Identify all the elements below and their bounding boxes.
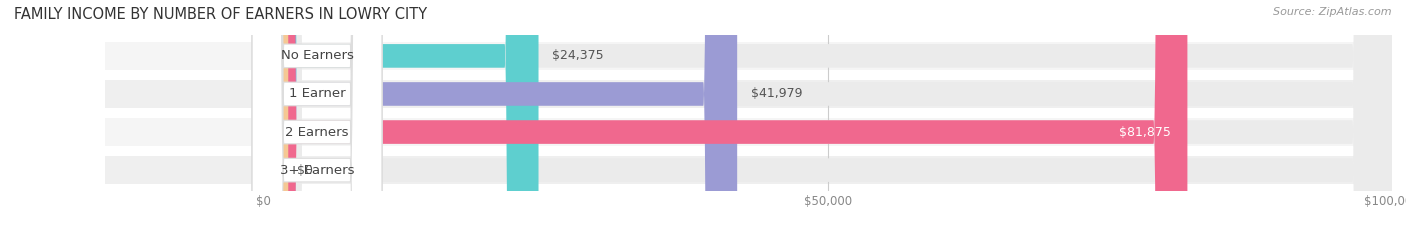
FancyBboxPatch shape [105, 156, 1392, 184]
FancyBboxPatch shape [263, 0, 1392, 233]
Text: 2 Earners: 2 Earners [285, 126, 349, 139]
FancyBboxPatch shape [105, 118, 1392, 146]
FancyBboxPatch shape [252, 0, 382, 233]
FancyBboxPatch shape [105, 42, 1392, 70]
Text: No Earners: No Earners [281, 49, 353, 62]
FancyBboxPatch shape [252, 0, 382, 233]
Text: $81,875: $81,875 [1119, 126, 1170, 139]
Text: $24,375: $24,375 [553, 49, 603, 62]
Text: 1 Earner: 1 Earner [288, 87, 346, 100]
FancyBboxPatch shape [263, 0, 1188, 233]
FancyBboxPatch shape [263, 0, 288, 233]
FancyBboxPatch shape [263, 0, 737, 233]
FancyBboxPatch shape [263, 0, 1392, 233]
FancyBboxPatch shape [263, 0, 538, 233]
Text: $0: $0 [297, 164, 314, 177]
FancyBboxPatch shape [252, 0, 382, 233]
FancyBboxPatch shape [263, 0, 1392, 233]
Text: Source: ZipAtlas.com: Source: ZipAtlas.com [1274, 7, 1392, 17]
Text: $41,979: $41,979 [751, 87, 803, 100]
Text: FAMILY INCOME BY NUMBER OF EARNERS IN LOWRY CITY: FAMILY INCOME BY NUMBER OF EARNERS IN LO… [14, 7, 427, 22]
FancyBboxPatch shape [252, 0, 382, 233]
FancyBboxPatch shape [105, 80, 1392, 108]
Text: 3+ Earners: 3+ Earners [280, 164, 354, 177]
FancyBboxPatch shape [263, 0, 1392, 233]
